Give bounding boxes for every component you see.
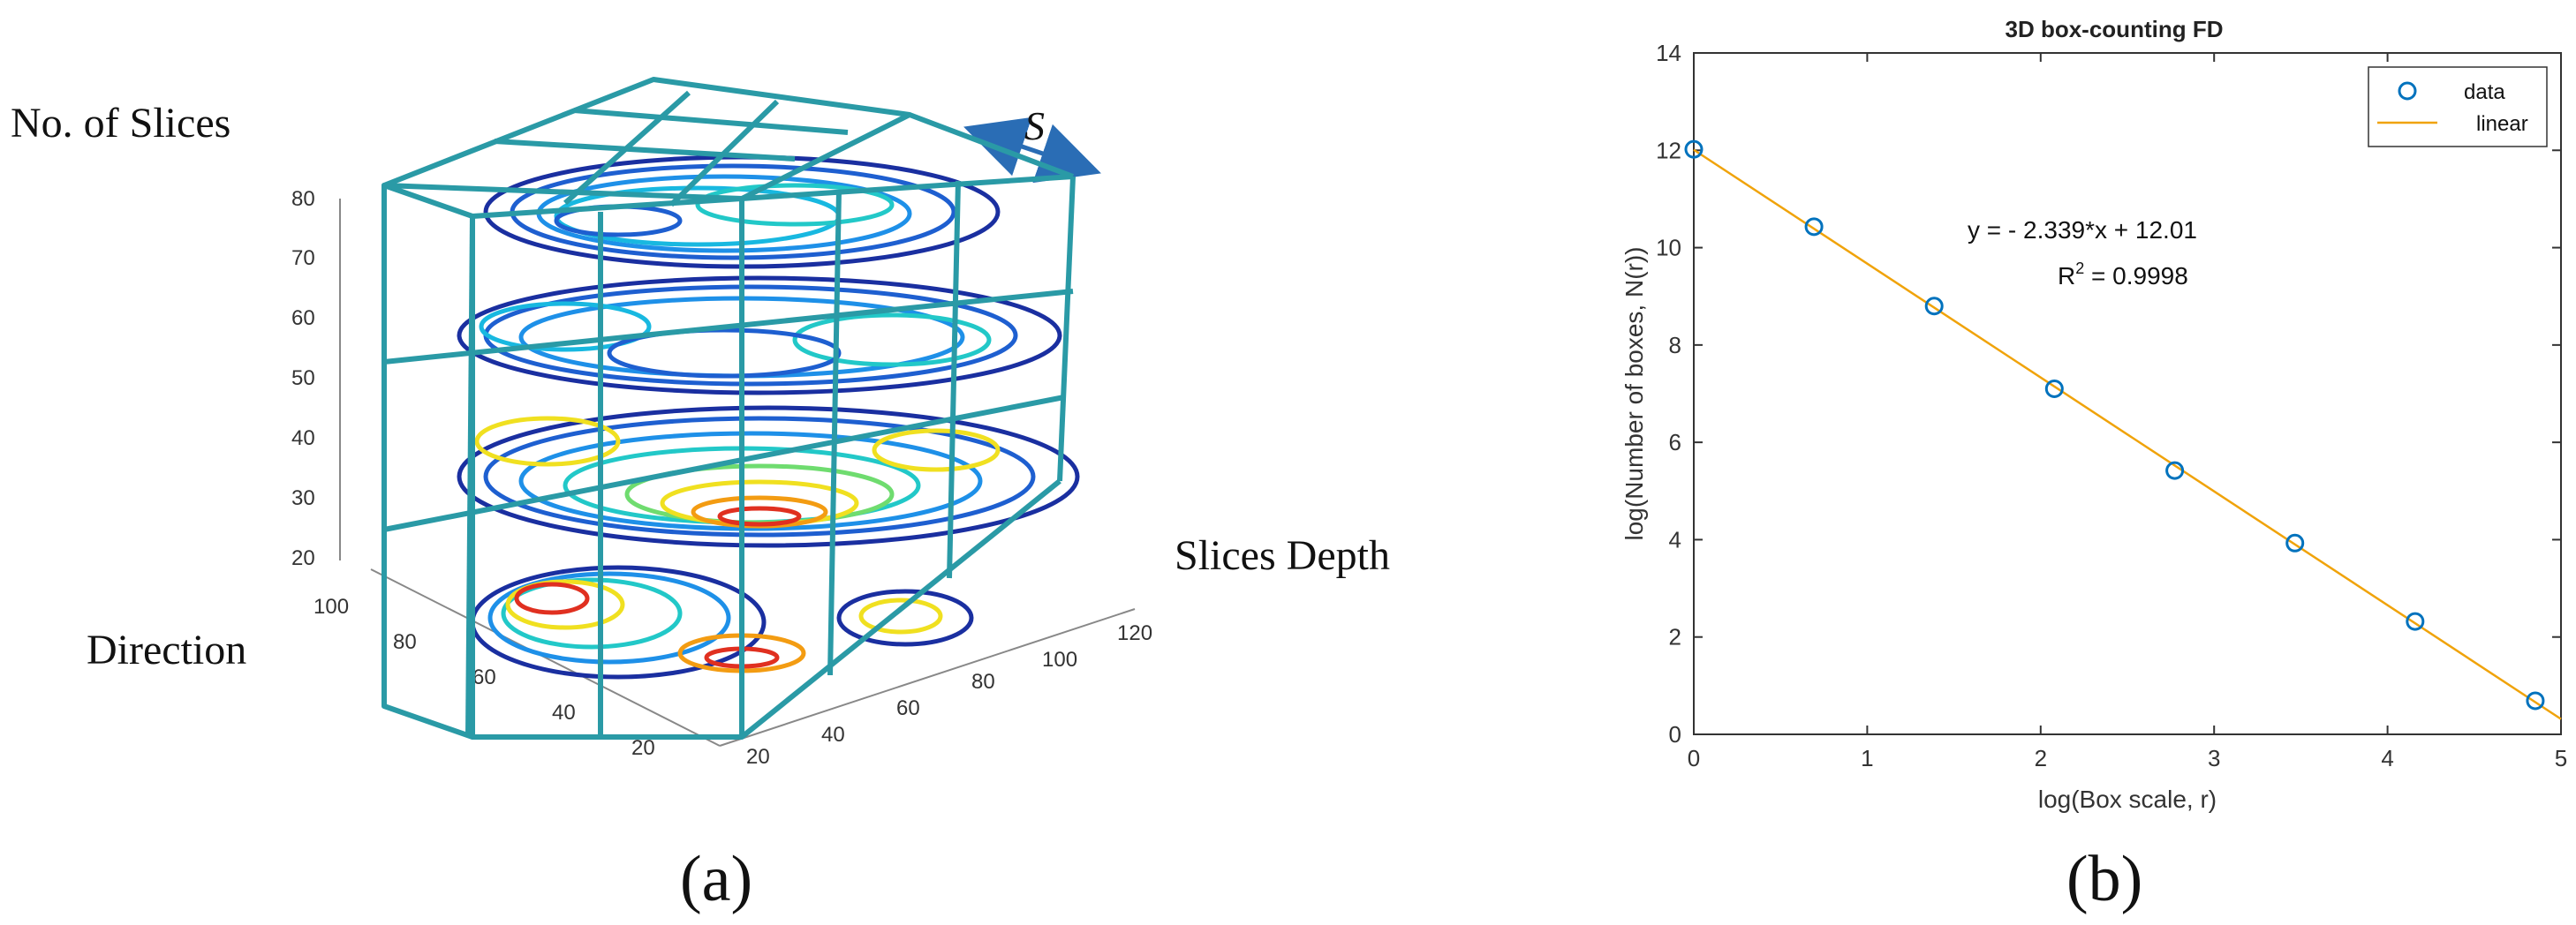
fit-line <box>1693 148 2562 720</box>
y-axis-label: Slices Depth <box>1175 532 1390 579</box>
y-tick: 120 <box>1117 621 1152 645</box>
panel-a-label: (a) <box>680 843 752 915</box>
z-tick: 60 <box>291 306 315 330</box>
z-tick: 70 <box>291 246 315 270</box>
y-axis-label: log(Number of boxes, N(r)) <box>1620 247 1648 541</box>
data-point <box>2285 533 2305 553</box>
data-point <box>1804 217 1824 237</box>
data-point <box>2526 691 2545 711</box>
legend-box <box>2368 66 2548 147</box>
z-tick: 20 <box>291 546 315 570</box>
z-tick: 30 <box>291 486 315 510</box>
x-axis: 0 1 2 3 4 5 <box>1688 53 2567 771</box>
plot-area <box>1693 52 2562 735</box>
y-tick-label: 8 <box>1669 332 1681 358</box>
x-tick-label: 3 <box>2208 745 2220 771</box>
x-tick: 100 <box>314 595 349 619</box>
contour-layer-bottom <box>470 565 974 680</box>
y-axis: 20 40 60 80 100 120 <box>719 608 1152 769</box>
contour-cube-figure: No. of Slices Direction Slices Depth S 8… <box>11 77 1390 915</box>
y-tick: 60 <box>896 696 920 720</box>
x-tick-label: 2 <box>2035 745 2047 771</box>
x-tick-label: 4 <box>2381 745 2393 771</box>
fit-line-layer <box>1693 148 2562 720</box>
contour-layer-upper-mid <box>457 275 1062 395</box>
x-tick: 80 <box>393 630 417 654</box>
r2-value: = 0.9998 <box>2084 262 2188 290</box>
data-point <box>1924 297 1944 316</box>
scale-symbol: S <box>1024 103 1045 148</box>
y-tick-label: 10 <box>1656 235 1681 261</box>
y-tick-label: 6 <box>1669 429 1681 455</box>
x-tick: 40 <box>552 701 576 725</box>
legend-label-data: data <box>2464 80 2505 104</box>
legend: data linear <box>2368 66 2548 147</box>
r2-prefix: R <box>2058 262 2075 290</box>
r-squared: R2 = 0.9998 <box>2058 259 2188 290</box>
y-tick: 20 <box>746 745 770 769</box>
z-tick: 80 <box>291 187 315 211</box>
r2-exponent: 2 <box>2075 259 2084 277</box>
x-tick-label: 1 <box>1861 745 1873 771</box>
data-point <box>2165 461 2185 480</box>
data-points <box>1684 139 2545 711</box>
x-tick: 20 <box>631 736 655 760</box>
z-axis: 80 70 60 50 40 30 20 <box>291 187 341 570</box>
z-axis-label: No. of Slices <box>11 100 230 147</box>
x-tick: 60 <box>472 666 496 689</box>
legend-marker-data <box>2398 81 2417 101</box>
x-tick-label: 5 <box>2555 745 2567 771</box>
y-tick: 100 <box>1042 648 1077 672</box>
x-tick-label: 0 <box>1688 745 1700 771</box>
panel-b-label: (b) <box>2066 843 2142 915</box>
y-tick-label: 12 <box>1656 137 1681 163</box>
z-tick: 50 <box>291 366 315 390</box>
y-axis: 0 2 4 6 8 10 12 14 <box>1656 40 2561 748</box>
panel-a: No. of Slices Direction Slices Depth S 8… <box>11 77 1390 915</box>
fit-equation: y = - 2.339*x + 12.01 <box>1968 216 2197 244</box>
y-tick-label: 14 <box>1656 40 1681 66</box>
z-tick: 40 <box>291 426 315 450</box>
y-tick-label: 0 <box>1669 721 1681 748</box>
x-axis: 100 80 60 40 20 <box>314 568 721 760</box>
chart-title: 3D box-counting FD <box>2006 16 2224 42</box>
data-point <box>2044 379 2064 398</box>
y-tick: 40 <box>821 723 845 747</box>
scale-arrow: S <box>963 103 1101 184</box>
y-tick-label: 4 <box>1669 526 1681 553</box>
data-point <box>1684 139 1703 159</box>
x-axis-label: log(Box scale, r) <box>2038 786 2217 813</box>
legend-label-linear: linear <box>2476 112 2528 136</box>
data-point <box>2406 612 2425 631</box>
contour-layer-lower-mid <box>457 405 1080 548</box>
y-tick: 80 <box>971 670 995 694</box>
x-axis-label: Direction <box>87 627 246 673</box>
y-tick-label: 2 <box>1669 624 1681 651</box>
box-grid-cube <box>381 77 1076 740</box>
